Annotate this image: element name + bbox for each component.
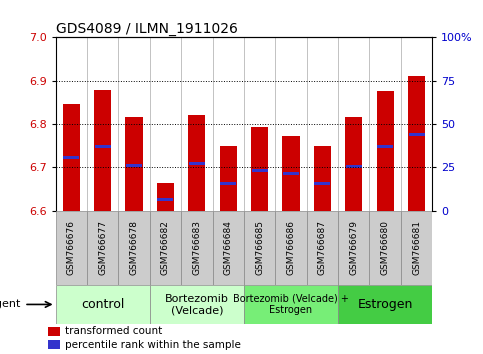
Bar	[409, 133, 425, 136]
Bar	[307, 211, 338, 285]
Bar	[283, 172, 299, 175]
Text: GSM766686: GSM766686	[286, 220, 296, 275]
Bar	[48, 327, 60, 336]
Bar	[314, 182, 330, 185]
Bar	[150, 285, 244, 324]
Text: GSM766679: GSM766679	[349, 220, 358, 275]
Bar	[189, 162, 205, 165]
Bar	[346, 165, 362, 168]
Bar	[95, 145, 111, 148]
Text: GSM766683: GSM766683	[192, 220, 201, 275]
Bar	[345, 118, 362, 211]
Bar	[181, 211, 213, 285]
Text: agent: agent	[0, 299, 21, 309]
Bar	[314, 147, 331, 211]
Text: GSM766684: GSM766684	[224, 220, 233, 275]
Bar	[220, 147, 237, 211]
Bar	[401, 211, 432, 285]
Text: GSM766687: GSM766687	[318, 220, 327, 275]
Text: GSM766677: GSM766677	[98, 220, 107, 275]
Bar	[283, 136, 299, 211]
Bar	[369, 211, 401, 285]
Text: transformed count: transformed count	[65, 326, 162, 336]
Text: GDS4089 / ILMN_1911026: GDS4089 / ILMN_1911026	[56, 22, 238, 36]
Text: GSM766682: GSM766682	[161, 220, 170, 275]
Bar	[56, 285, 150, 324]
Bar	[338, 211, 369, 285]
Bar	[252, 169, 268, 172]
Text: Bortezomib (Velcade) +
Estrogen: Bortezomib (Velcade) + Estrogen	[233, 293, 349, 315]
Text: GSM766685: GSM766685	[255, 220, 264, 275]
Text: Bortezomib
(Velcade): Bortezomib (Velcade)	[165, 293, 229, 315]
Bar	[188, 115, 205, 211]
Bar	[157, 183, 174, 211]
Bar	[377, 145, 393, 148]
Bar	[150, 211, 181, 285]
Text: control: control	[81, 298, 124, 311]
Bar	[56, 211, 87, 285]
Bar	[63, 156, 79, 159]
Bar	[118, 211, 150, 285]
Text: GSM766681: GSM766681	[412, 220, 421, 275]
Bar	[157, 198, 173, 201]
Bar	[377, 91, 394, 211]
Bar	[244, 285, 338, 324]
Bar	[94, 90, 111, 211]
Bar	[87, 211, 118, 285]
Bar	[275, 211, 307, 285]
Bar	[63, 104, 80, 211]
Bar	[213, 211, 244, 285]
Bar	[338, 285, 432, 324]
Bar	[251, 127, 268, 211]
Text: Estrogen: Estrogen	[357, 298, 413, 311]
Text: GSM766680: GSM766680	[381, 220, 390, 275]
Bar	[220, 182, 236, 185]
Text: percentile rank within the sample: percentile rank within the sample	[65, 340, 241, 350]
Text: GSM766676: GSM766676	[67, 220, 76, 275]
Bar	[126, 164, 142, 167]
Text: GSM766678: GSM766678	[129, 220, 139, 275]
Bar	[48, 340, 60, 349]
Bar	[244, 211, 275, 285]
Bar	[408, 76, 425, 211]
Bar	[126, 118, 142, 211]
